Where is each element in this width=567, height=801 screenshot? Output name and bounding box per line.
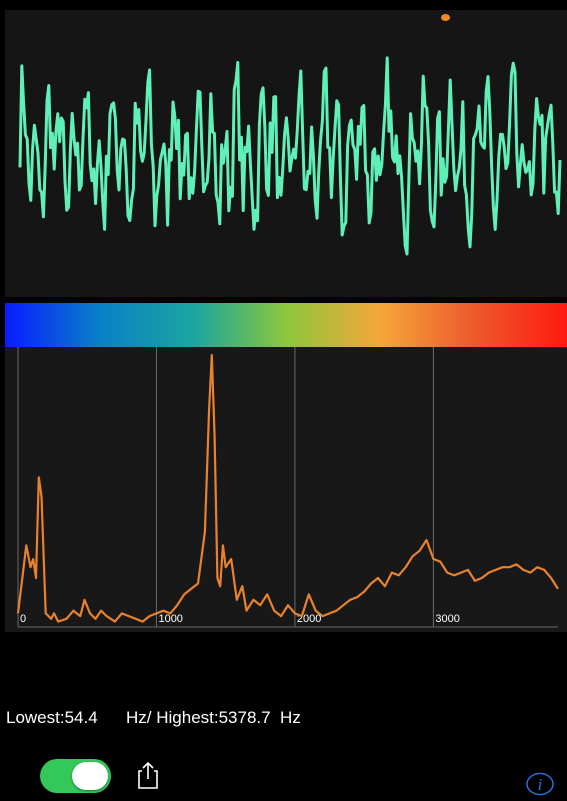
share-button[interactable] <box>133 760 163 790</box>
waveform-trace <box>18 56 562 256</box>
waveform-panel <box>5 10 567 297</box>
recording-indicator <box>441 14 450 21</box>
waveform-plot <box>18 56 562 256</box>
x-tick-label: 0 <box>20 613 26 625</box>
x-tick-label: 2000 <box>297 613 321 625</box>
share-icon <box>138 761 158 789</box>
spectrum-chart: 0 1000 2000 3000 <box>16 347 559 628</box>
svg-text:i: i <box>538 775 543 794</box>
x-tick-label: 3000 <box>435 613 459 625</box>
frequency-range-readout: Lowest:54.4 Hz/ Highest:5378.7 Hz <box>6 708 301 727</box>
x-tick-label: 1000 <box>158 613 182 625</box>
toggle-knob <box>72 762 108 790</box>
info-button[interactable]: i <box>526 772 554 796</box>
spectrum-color-scale <box>5 303 567 347</box>
info-icon: i <box>526 772 554 796</box>
listening-toggle[interactable] <box>40 759 111 793</box>
spectrum-series-line <box>16 353 559 623</box>
spectrum-panel: 0 1000 2000 3000 <box>5 347 567 632</box>
